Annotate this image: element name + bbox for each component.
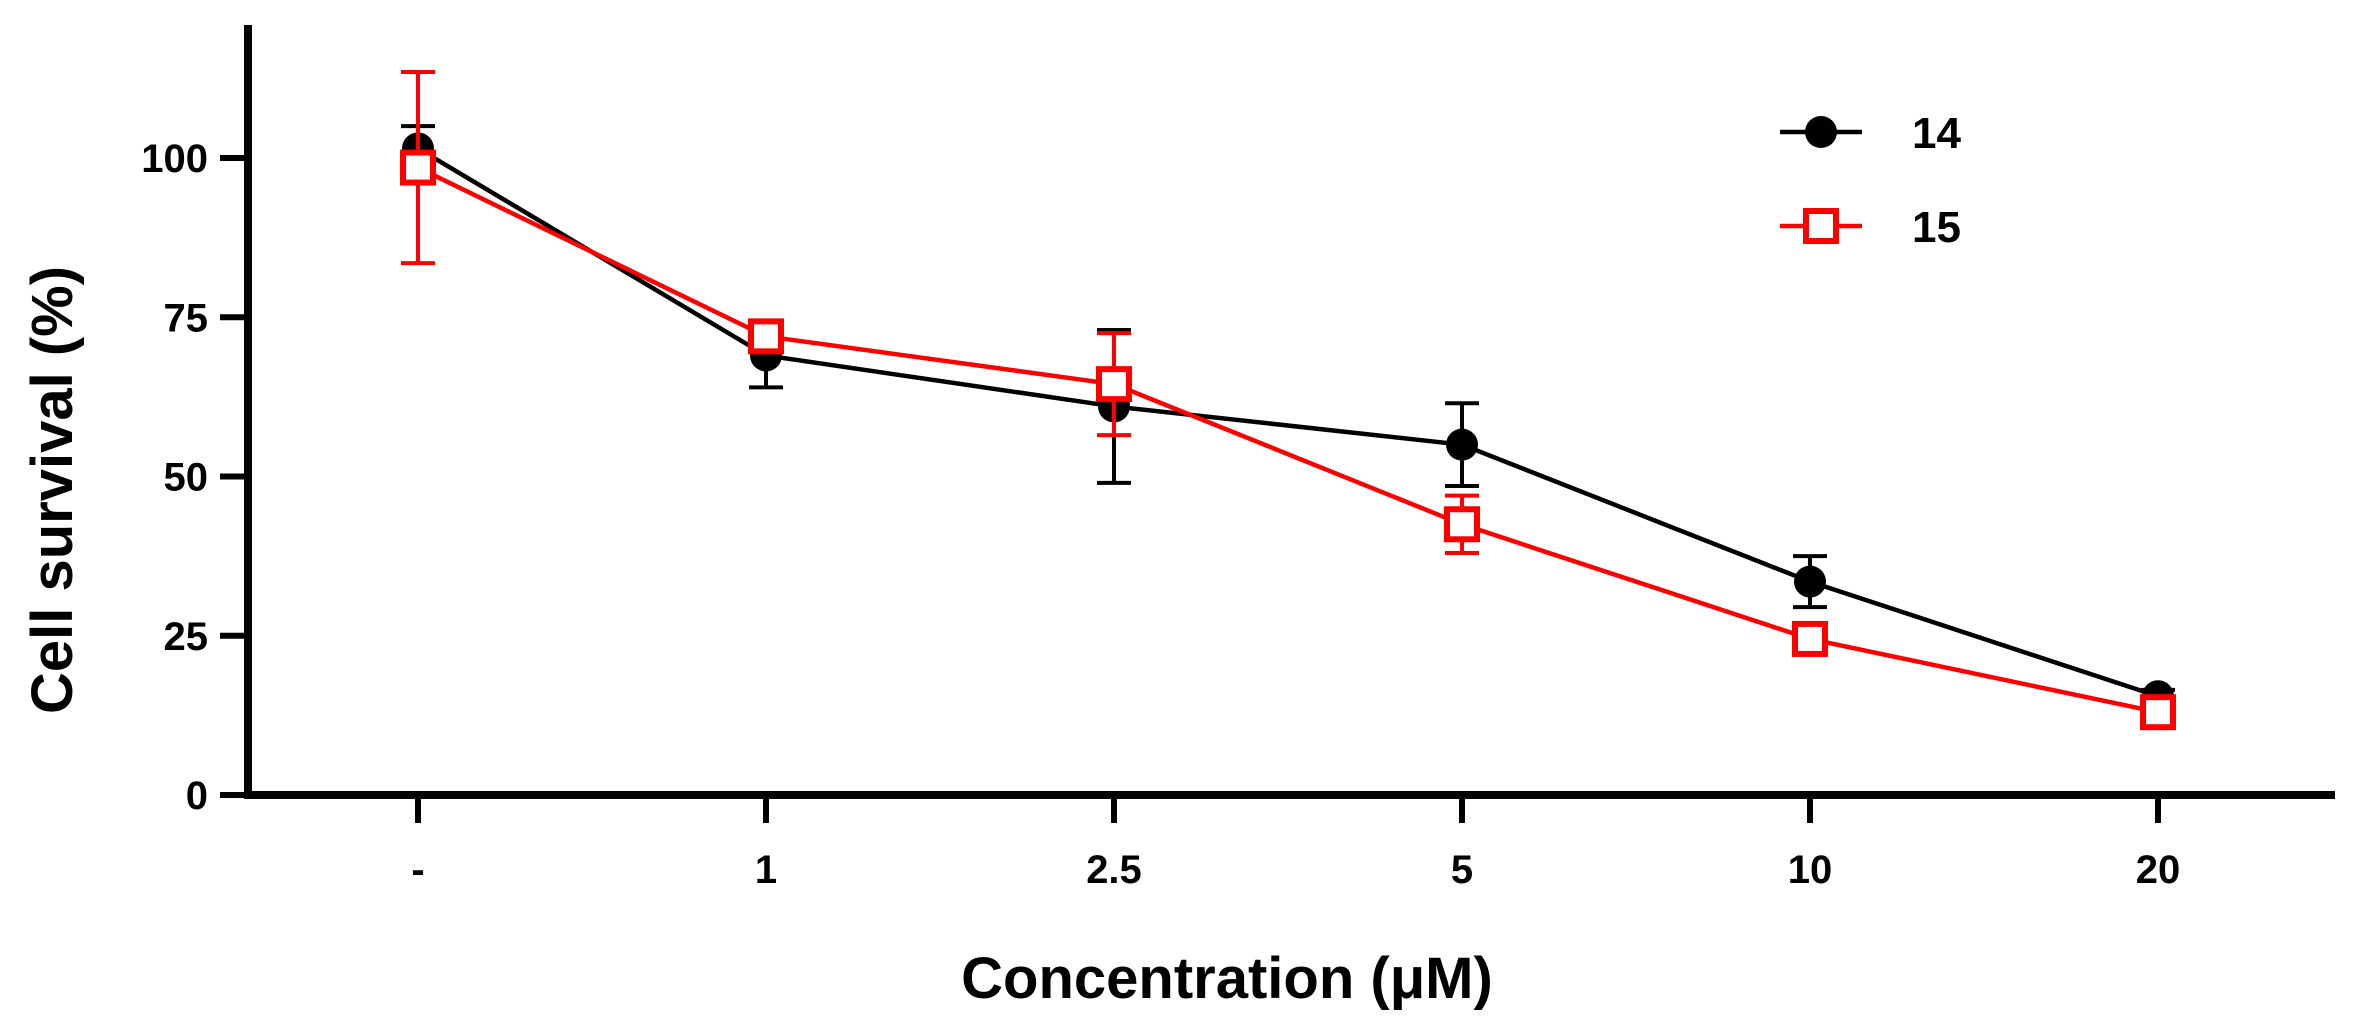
- legend-marker: [1803, 208, 1839, 244]
- x-tick-label: 2.5: [1086, 848, 1142, 892]
- series-line-14: [416, 146, 2159, 699]
- legend-label: 14: [1912, 109, 1961, 158]
- legend-label: 15: [1912, 203, 1961, 252]
- data-point: [1792, 620, 1828, 657]
- data-point: [2140, 694, 2176, 731]
- data-point: [748, 318, 784, 355]
- x-axis-title: Concentration (μM): [961, 946, 1493, 1011]
- legend-marker: [1805, 116, 1837, 148]
- legend-item-14: 14: [1780, 109, 1961, 158]
- y-tick-label: 100: [141, 137, 208, 181]
- x-tick-label: 5: [1451, 848, 1473, 892]
- legend-item-15: 15: [1780, 203, 1961, 252]
- series-14: [401, 124, 2175, 713]
- y-axis-title: Cell survival (%): [20, 266, 85, 714]
- data-point: [1096, 366, 1132, 403]
- series-line-15: [417, 165, 2159, 715]
- y-tick-label: 75: [164, 296, 209, 340]
- y-tick-label: 50: [164, 456, 209, 500]
- x-tick-label: -: [411, 848, 424, 892]
- x-tick-label: 10: [1788, 848, 1833, 892]
- plot-area: [400, 70, 2176, 731]
- y-tick-label: 0: [186, 774, 208, 818]
- data-point: [1446, 428, 1478, 461]
- axes: 0 25 50 75 100 - 1 2.5 5 10 20: [141, 25, 2335, 892]
- data-point: [400, 149, 436, 186]
- x-tick-label: 20: [2136, 848, 2181, 892]
- data-point: [1444, 506, 1480, 543]
- series-15: [400, 70, 2176, 731]
- x-tick-label: 1: [755, 848, 777, 892]
- data-point: [1794, 565, 1826, 598]
- y-tick-label: 25: [164, 615, 209, 659]
- legend: 14 15: [1780, 109, 1961, 252]
